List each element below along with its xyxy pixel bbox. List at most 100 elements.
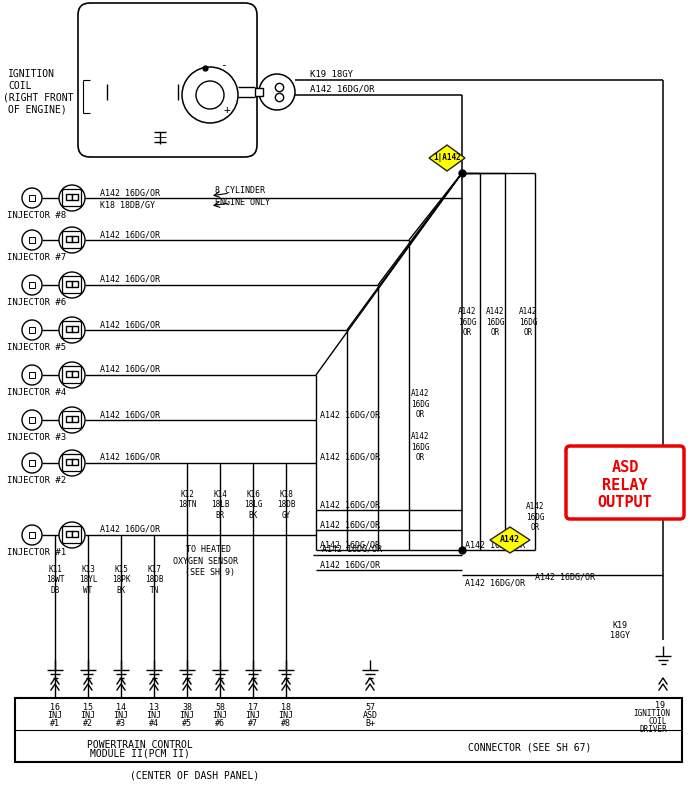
Text: (RIGHT FRONT: (RIGHT FRONT — [3, 93, 73, 103]
Text: CONNECTOR (SEE SH 67): CONNECTOR (SEE SH 67) — [468, 742, 591, 752]
Text: 17: 17 — [248, 703, 258, 712]
Text: A142
16DG
OR: A142 16DG OR — [519, 307, 538, 337]
Circle shape — [59, 272, 85, 298]
Circle shape — [59, 362, 85, 388]
Text: #8: #8 — [281, 719, 291, 728]
FancyBboxPatch shape — [255, 88, 263, 96]
Text: A142 16DG/OR: A142 16DG/OR — [322, 545, 382, 554]
Text: 13: 13 — [149, 703, 159, 712]
Text: COIL: COIL — [649, 717, 668, 726]
Text: A142 16DG/OR: A142 16DG/OR — [320, 500, 380, 509]
Text: A142 16DG/OR: A142 16DG/OR — [310, 85, 375, 94]
Text: INJECTOR #2: INJECTOR #2 — [7, 476, 66, 485]
Text: 8 CYLINDER: 8 CYLINDER — [215, 186, 265, 195]
Text: COIL: COIL — [8, 81, 31, 91]
Text: INJ: INJ — [147, 711, 161, 720]
Text: K12
18TN: K12 18TN — [178, 490, 196, 509]
Text: A142 16DG/OR: A142 16DG/OR — [320, 540, 380, 549]
Text: INJ: INJ — [245, 711, 261, 720]
Text: 15: 15 — [83, 703, 93, 712]
Text: K13
18YL
WT: K13 18YL WT — [79, 565, 97, 595]
FancyBboxPatch shape — [62, 367, 82, 384]
Text: #2: #2 — [83, 719, 93, 728]
FancyBboxPatch shape — [29, 282, 35, 288]
Text: OXYGEN SENSOR: OXYGEN SENSOR — [173, 557, 238, 566]
Text: A142 16DG/OR: A142 16DG/OR — [100, 188, 160, 197]
Text: K19 18GY: K19 18GY — [310, 70, 353, 79]
Text: INJ: INJ — [180, 711, 194, 720]
Text: INJ: INJ — [212, 711, 227, 720]
Circle shape — [22, 410, 42, 430]
Text: K15
18PK
BK: K15 18PK BK — [112, 565, 130, 595]
Text: 1|A142: 1|A142 — [433, 154, 461, 162]
Text: K18
18DB
GY: K18 18DB GY — [277, 490, 295, 520]
Text: K19
18GY: K19 18GY — [610, 621, 630, 640]
Text: IGNITION: IGNITION — [633, 709, 670, 718]
Text: A142 16DG/OR: A142 16DG/OR — [100, 410, 160, 419]
Text: 58: 58 — [215, 703, 225, 712]
Text: A142 16DG/OR: A142 16DG/OR — [100, 525, 160, 534]
Text: A142
16DG
OR: A142 16DG OR — [411, 432, 429, 462]
FancyBboxPatch shape — [62, 527, 82, 544]
Polygon shape — [15, 698, 682, 762]
Text: 19: 19 — [655, 701, 665, 710]
Text: INJ: INJ — [278, 711, 294, 720]
Circle shape — [22, 320, 42, 340]
FancyBboxPatch shape — [62, 190, 82, 207]
Text: MODULE II(PCM II): MODULE II(PCM II) — [90, 749, 190, 759]
Text: INJ: INJ — [113, 711, 129, 720]
Text: INJ: INJ — [80, 711, 96, 720]
FancyBboxPatch shape — [78, 3, 257, 157]
FancyBboxPatch shape — [62, 322, 82, 339]
Text: INJECTOR #1: INJECTOR #1 — [7, 548, 66, 557]
Text: A142
16DG
OR: A142 16DG OR — [486, 307, 504, 337]
Text: A142 16DG/OR: A142 16DG/OR — [320, 560, 380, 569]
Text: INJECTOR #3: INJECTOR #3 — [7, 433, 66, 442]
FancyBboxPatch shape — [29, 532, 35, 538]
Text: INJECTOR #4: INJECTOR #4 — [7, 388, 66, 397]
Circle shape — [259, 74, 295, 110]
Text: A142
16DG
OR: A142 16DG OR — [526, 503, 545, 532]
Text: A142 16DG/OR: A142 16DG/OR — [465, 540, 525, 549]
Text: B+: B+ — [365, 719, 375, 728]
Text: (CENTER OF DASH PANEL): (CENTER OF DASH PANEL) — [130, 770, 259, 780]
Polygon shape — [429, 145, 465, 171]
Text: 18: 18 — [281, 703, 291, 712]
Text: K14
18LB
BR: K14 18LB BR — [211, 490, 229, 520]
FancyBboxPatch shape — [62, 411, 82, 428]
Circle shape — [22, 525, 42, 545]
Circle shape — [59, 407, 85, 433]
Text: OF ENGINE): OF ENGINE) — [8, 105, 66, 115]
Text: A142 16DG/OR: A142 16DG/OR — [320, 410, 380, 419]
Circle shape — [59, 227, 85, 253]
Text: #7: #7 — [248, 719, 258, 728]
Text: A142 16DG/OR: A142 16DG/OR — [100, 320, 160, 329]
Text: 14: 14 — [116, 703, 126, 712]
Circle shape — [59, 185, 85, 211]
Text: A142 16DG/OR: A142 16DG/OR — [100, 365, 160, 374]
Circle shape — [59, 317, 85, 343]
Polygon shape — [490, 527, 530, 553]
Text: A142 16DG/OR: A142 16DG/OR — [100, 453, 160, 462]
Text: 57: 57 — [365, 703, 375, 712]
Circle shape — [22, 275, 42, 295]
Text: K16
18LG
BK: K16 18LG BK — [244, 490, 262, 520]
Text: A142 16DG/OR: A142 16DG/OR — [100, 230, 160, 239]
Text: A142 16DG/OR: A142 16DG/OR — [320, 520, 380, 529]
Text: POWERTRAIN CONTROL: POWERTRAIN CONTROL — [87, 740, 193, 750]
Text: INJECTOR #5: INJECTOR #5 — [7, 343, 66, 352]
FancyBboxPatch shape — [29, 417, 35, 423]
FancyBboxPatch shape — [29, 195, 35, 201]
Text: A142
16DG
OR: A142 16DG OR — [458, 307, 476, 337]
Text: 16: 16 — [50, 703, 60, 712]
Text: INJECTOR #7: INJECTOR #7 — [7, 253, 66, 262]
Text: INJECTOR #8: INJECTOR #8 — [7, 211, 66, 220]
Text: #3: #3 — [116, 719, 126, 728]
Text: -: - — [220, 60, 226, 70]
Circle shape — [22, 365, 42, 385]
Text: ASD
RELAY
OUTPUT: ASD RELAY OUTPUT — [598, 460, 652, 510]
Text: A142 16DG/OR: A142 16DG/OR — [320, 453, 380, 462]
FancyBboxPatch shape — [62, 276, 82, 293]
Text: A142: A142 — [500, 536, 520, 545]
Text: A142 16DG/OR: A142 16DG/OR — [535, 573, 595, 582]
